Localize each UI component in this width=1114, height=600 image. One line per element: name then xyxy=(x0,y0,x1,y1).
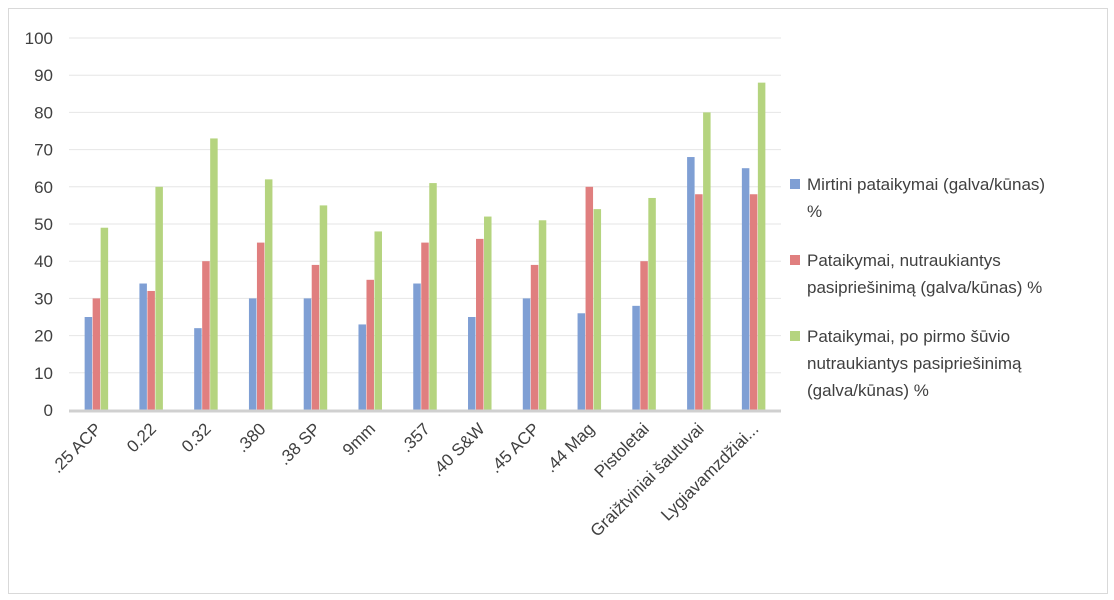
bar-series-2 xyxy=(311,264,320,410)
bar-series-3 xyxy=(429,183,437,410)
bar-series-3 xyxy=(593,209,602,410)
legend-label-1: Mirtini pataikymai (galva/kūnas) xyxy=(807,175,1045,194)
bar-series-2 xyxy=(147,290,155,410)
bar-series-3 xyxy=(264,179,273,410)
x-tick-label: 0.32 xyxy=(178,419,215,456)
bar-series-1 xyxy=(413,283,421,410)
bar-series-1 xyxy=(84,317,93,410)
x-tick-label: .38 SP xyxy=(275,419,325,469)
x-tick-label: .45 ACP xyxy=(486,419,544,477)
bar-series-3 xyxy=(703,112,711,411)
x-tick-label: .25 ACP xyxy=(48,419,106,477)
bar-series-1 xyxy=(741,168,750,410)
legend-label-3: nutraukiantys pasipriešinimą xyxy=(807,354,1022,373)
gridlines xyxy=(69,37,781,374)
bar-series-1 xyxy=(303,298,312,410)
x-tick-label: .380 xyxy=(233,419,270,456)
bar-series-2 xyxy=(640,261,648,410)
bar-series-3 xyxy=(538,220,547,410)
bar-series-2 xyxy=(256,242,265,410)
bar-series-2 xyxy=(695,194,703,410)
bar-series-2 xyxy=(530,264,539,410)
bar-series-3 xyxy=(648,197,656,410)
x-tick-label: 9mm xyxy=(339,419,379,459)
y-tick-label: 80 xyxy=(34,103,53,122)
y-tick-label: 20 xyxy=(34,327,53,346)
bar-series-1 xyxy=(632,305,640,410)
bar-series-2 xyxy=(366,279,374,410)
legend-label-2: Pataikymai, nutraukiantys xyxy=(807,251,1001,270)
bar-series-3 xyxy=(757,82,766,410)
legend-swatch-1 xyxy=(790,179,800,189)
bar-series-3 xyxy=(100,227,109,410)
legend-label-3: Pataikymai, po pirmo šūvio xyxy=(807,327,1010,346)
bar-series-1 xyxy=(248,298,257,410)
bar-series-2 xyxy=(476,238,484,410)
bar-series-1 xyxy=(358,324,366,410)
y-axis-tick-labels: 0 10 20 30 40 50 60 70 80 90 100 xyxy=(25,29,53,420)
y-tick-label: 30 xyxy=(34,289,53,308)
x-tick-label: Lygiavamzdžiai... xyxy=(657,419,762,524)
bar-series-1 xyxy=(194,328,202,410)
bar-series-3 xyxy=(484,216,492,410)
x-axis-tick-labels: .25 ACP 0.22 0.32 .380.38 SP 9mm .357.40 S&W.… xyxy=(48,419,763,540)
x-tick-label: 0.22 xyxy=(123,419,160,456)
legend-swatch-3 xyxy=(790,331,800,341)
bar-series-1 xyxy=(468,317,476,410)
y-tick-label: 10 xyxy=(34,364,53,383)
bar-series-1 xyxy=(577,313,586,410)
bar-series-1 xyxy=(139,283,147,410)
bar-series-1 xyxy=(687,157,695,410)
bar-chart: 0 10 20 30 40 50 60 70 80 90 100 .25 ACP 0.22 0.32 .3… xyxy=(25,29,1045,540)
legend-label-3: (galva/kūnas) % xyxy=(807,381,929,400)
bar-series-2 xyxy=(202,261,210,410)
x-tick-label: .40 S&W xyxy=(428,419,489,480)
bar-series-3 xyxy=(319,205,328,410)
bar-series-2 xyxy=(749,194,758,410)
legend: Mirtini pataikymai (galva/kūnas)% Pataiky… xyxy=(790,175,1045,400)
bar-series-3 xyxy=(155,186,163,410)
y-tick-label: 90 xyxy=(34,66,53,85)
bar-series-2 xyxy=(585,186,594,410)
y-tick-label: 70 xyxy=(34,141,53,160)
bar-series-2 xyxy=(421,242,429,410)
legend-label-2: pasipriešinimą (galva/kūnas) % xyxy=(807,278,1042,297)
y-tick-label: 0 xyxy=(44,401,53,420)
bar-series-3 xyxy=(210,138,218,410)
bars xyxy=(84,82,766,411)
y-tick-label: 40 xyxy=(34,252,53,271)
x-tick-label: .44 Mag xyxy=(541,419,598,476)
y-tick-label: 50 xyxy=(34,215,53,234)
y-tick-label: 100 xyxy=(25,29,53,48)
chart-frame: 0 10 20 30 40 50 60 70 80 90 100 .25 ACP 0.22 0.32 .3… xyxy=(8,8,1108,594)
legend-swatch-2 xyxy=(790,255,800,265)
y-tick-label: 60 xyxy=(34,178,53,197)
bar-series-1 xyxy=(522,298,531,410)
legend-label-1: % xyxy=(807,202,822,221)
x-tick-label: .357 xyxy=(397,419,434,456)
bar-series-3 xyxy=(374,231,382,410)
bar-series-2 xyxy=(92,298,101,410)
